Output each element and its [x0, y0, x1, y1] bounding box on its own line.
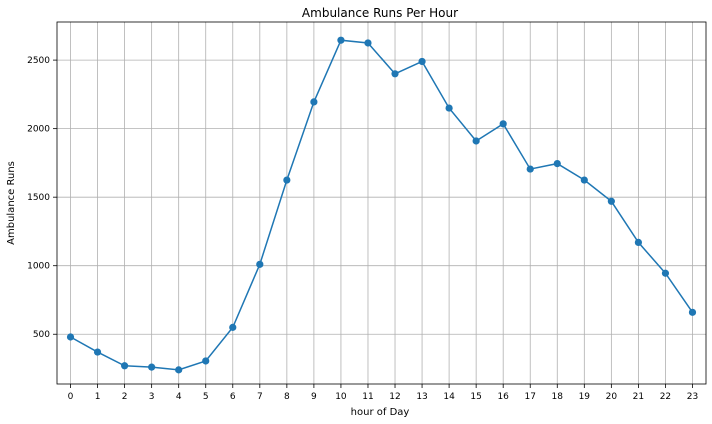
x-tick-label: 16 — [497, 392, 509, 402]
data-point — [202, 357, 210, 365]
data-point — [472, 137, 480, 145]
x-tick-label: 14 — [443, 392, 455, 402]
x-tick-label: 9 — [311, 392, 317, 402]
data-point — [499, 120, 507, 128]
data-point — [283, 176, 291, 184]
data-point — [148, 363, 156, 371]
data-point — [391, 70, 399, 78]
grid — [57, 22, 706, 384]
x-tick-label: 10 — [335, 392, 347, 402]
x-tick-label: 23 — [687, 392, 698, 402]
x-tick-label: 0 — [68, 392, 74, 402]
y-tick-label: 2000 — [27, 125, 50, 135]
axis-ticks: 0 1 2 3 4 5 6 7 8 9 10 11 12 13 14 15 16 17 18 19 20 21 22 2350… — [27, 56, 698, 402]
y-tick-label: 2500 — [27, 56, 50, 66]
data-point — [607, 197, 615, 205]
data-point — [553, 159, 561, 168]
data-point — [337, 36, 345, 44]
data-point — [580, 176, 588, 184]
series-layer — [66, 36, 697, 374]
x-tick-label: 12 — [389, 392, 400, 402]
x-axis-label: hour of Day — [351, 407, 410, 418]
x-tick-label: 20 — [606, 392, 618, 402]
data-point — [526, 165, 534, 173]
x-tick-label: 3 — [149, 392, 155, 402]
data-point — [445, 104, 453, 112]
data-point — [364, 39, 372, 47]
data-point — [229, 323, 237, 331]
y-tick-label: 500 — [33, 330, 50, 340]
data-point — [661, 269, 670, 277]
series-line — [70, 39, 694, 371]
chart-title: Ambulance Runs Per Hour — [302, 6, 458, 20]
y-tick-label: 1000 — [27, 262, 50, 272]
x-tick-label: 7 — [257, 392, 263, 402]
x-tick-label: 19 — [579, 392, 591, 402]
x-tick-label: 13 — [416, 392, 427, 402]
x-tick-label: 17 — [525, 392, 536, 402]
data-point — [688, 308, 697, 316]
data-point — [66, 333, 75, 341]
plot-frame — [56, 21, 707, 385]
data-point — [175, 366, 183, 374]
x-tick-label: 11 — [362, 392, 373, 402]
x-tick-label: 18 — [552, 392, 564, 402]
data-point — [418, 57, 426, 66]
x-tick-label: 22 — [660, 392, 671, 402]
x-tick-label: 15 — [470, 392, 481, 402]
x-tick-label: 1 — [95, 392, 101, 402]
y-axis-label: Ambulance Runs — [6, 161, 17, 245]
x-tick-label: 6 — [230, 392, 236, 402]
x-tick-label: 2 — [122, 392, 128, 402]
data-point — [93, 348, 102, 356]
x-tick-label: 8 — [284, 392, 290, 402]
data-point — [310, 98, 318, 106]
x-tick-label: 5 — [203, 392, 209, 402]
x-tick-label: 4 — [176, 392, 182, 402]
data-point — [256, 260, 264, 268]
data-point — [634, 238, 642, 247]
data-point — [121, 362, 129, 370]
x-tick-label: 21 — [633, 392, 644, 402]
y-tick-label: 1500 — [27, 193, 50, 203]
